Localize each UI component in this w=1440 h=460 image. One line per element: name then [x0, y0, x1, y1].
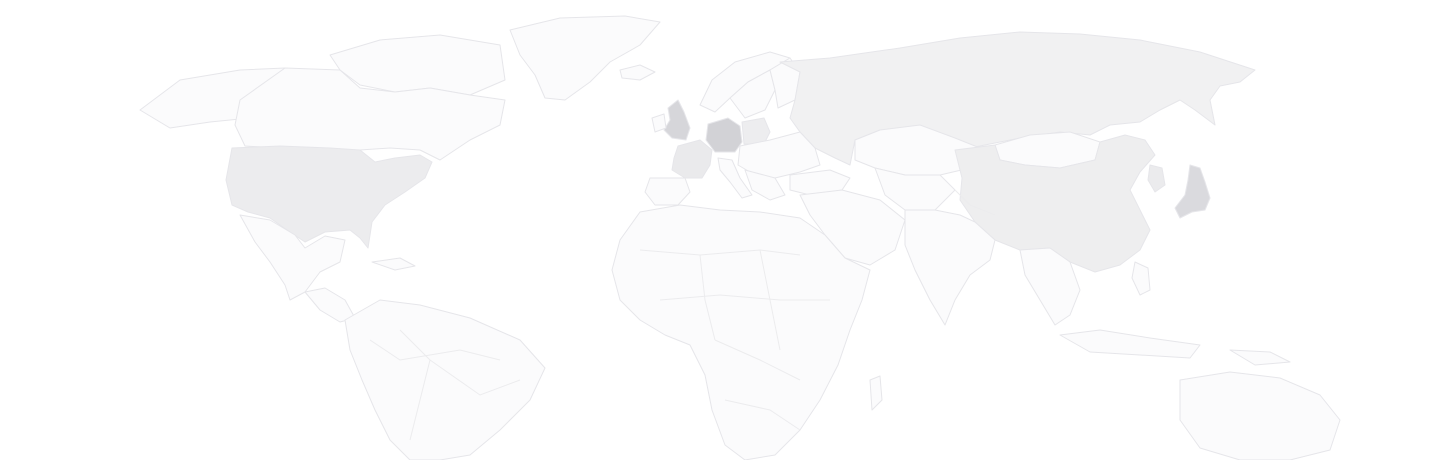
country-japan[interactable] — [1174, 164, 1211, 219]
country-uk[interactable] — [663, 99, 691, 141]
country-indonesia[interactable] — [1059, 329, 1201, 359]
country-germany[interactable] — [705, 117, 743, 153]
country-balkans[interactable] — [744, 169, 786, 201]
country-spain[interactable] — [644, 177, 691, 206]
country-middle-east[interactable] — [799, 189, 906, 266]
country-iceland[interactable] — [619, 64, 656, 81]
country-central-asia[interactable] — [874, 167, 956, 211]
country-australia[interactable] — [1179, 371, 1341, 460]
country-africa[interactable] — [611, 204, 871, 460]
country-greenland[interactable] — [509, 15, 661, 101]
country-poland[interactable] — [741, 117, 771, 145]
country-central-america[interactable] — [304, 287, 356, 323]
country-italy[interactable] — [717, 157, 753, 199]
country-southeast-asia[interactable] — [1019, 247, 1081, 326]
country-usa[interactable] — [225, 145, 433, 249]
country-new-guinea[interactable] — [1229, 349, 1291, 366]
country-india[interactable] — [904, 209, 996, 326]
country-ireland[interactable] — [651, 113, 667, 133]
country-korea[interactable] — [1147, 164, 1166, 193]
country-france[interactable] — [671, 139, 713, 179]
country-madagascar[interactable] — [869, 375, 883, 411]
country-south-america[interactable] — [344, 299, 546, 460]
country-philippines[interactable] — [1131, 261, 1151, 296]
country-cuba[interactable] — [371, 257, 416, 271]
country-mexico[interactable] — [239, 214, 346, 301]
